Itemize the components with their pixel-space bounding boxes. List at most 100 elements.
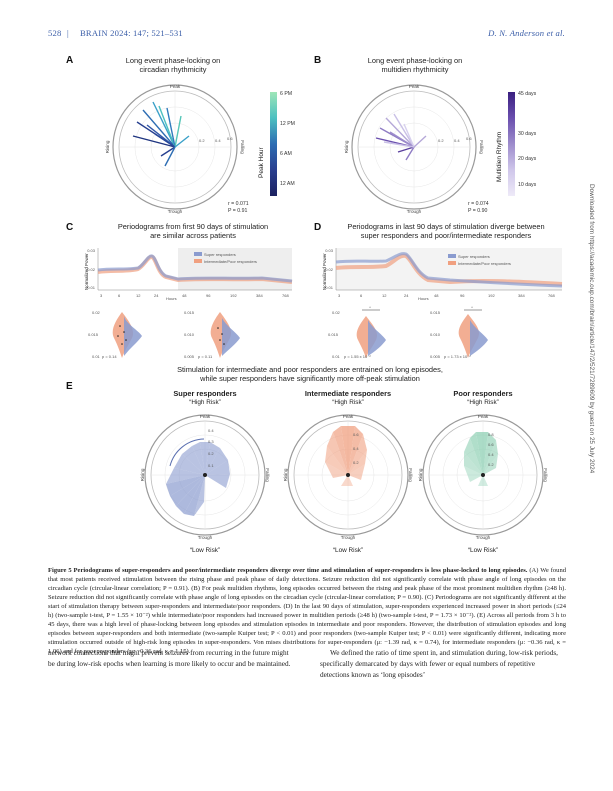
- e-super-trough: Trough: [198, 535, 213, 540]
- d-xtick-6: 96: [460, 293, 465, 298]
- b-trough-label: Trough: [407, 209, 422, 214]
- d-xtick-5: 48: [434, 293, 439, 298]
- d-xlabel: Hours: [418, 296, 429, 301]
- b-rtick-1: 0.2: [438, 138, 444, 143]
- e-poor-tick-4: 0.2: [488, 462, 494, 467]
- e-inter-trough: Trough: [341, 535, 356, 540]
- middle-statement: Stimulation for intermediate and poor re…: [177, 365, 443, 383]
- body-right-column: We defined the ratio of time spent in, a…: [320, 649, 558, 679]
- d-xtick-9: 768: [548, 293, 555, 298]
- c-xtick-8: 384: [256, 293, 263, 298]
- b-cb-tick-3: 20 days: [518, 156, 537, 162]
- d-violin-right-p: p = 1.73 x 10⁻²: [444, 354, 471, 359]
- body-left-column: network connections that might prevent s…: [48, 649, 291, 668]
- panel-b-polar-plot: Peak Trough Rising Falling 0.2 0.4 0.6: [344, 84, 484, 214]
- svg-text:*: *: [471, 306, 473, 310]
- e-poor-low: “Low Risk”: [467, 547, 499, 554]
- d-xtick-2: 6: [360, 293, 363, 298]
- c-vl-ytick-3: 0.01: [92, 354, 101, 359]
- b-falling-label: Falling: [479, 140, 484, 154]
- panel-b-colorbar: [508, 92, 515, 196]
- a-stat-r: r = 0.071: [228, 201, 249, 207]
- caption-title: Figure 5 Periodograms of super-responder…: [48, 567, 528, 574]
- a-stat-p: P = 0.91: [228, 208, 248, 214]
- e-poor-tick-3: 0.4: [488, 452, 494, 457]
- panel-d-title: Periodograms in last 90 days of stimulat…: [347, 222, 545, 240]
- c-xtick-3: 12: [136, 293, 141, 298]
- a-rtick-3: 0.6: [227, 136, 233, 141]
- c-violin-left-p: p = 0.14: [102, 354, 117, 359]
- e-poor-high: “High Risk”: [467, 399, 499, 406]
- panel-c-violins: 0.02 0.015 0.01 0.015 0.010 0.005 p = 0.…: [88, 310, 240, 359]
- a-cb-tick-4: 12 AM: [280, 181, 295, 187]
- caption-body: (A) We found that most patients received…: [48, 567, 566, 656]
- page-number: 528: [48, 28, 62, 38]
- panel-a-title: Long event phase-locking on circadian rhy…: [125, 56, 221, 74]
- b-cb-tick-2: 30 days: [518, 131, 537, 137]
- journal-ref: BRAIN 2024: 147; 521–531: [80, 28, 183, 38]
- c-vl-ytick-2: 0.015: [88, 332, 99, 337]
- e-super-low: “Low Risk”: [189, 547, 221, 554]
- d-vl-ytick-3: 0.01: [332, 354, 341, 359]
- b-rtick-3: 0.6: [466, 136, 472, 141]
- a-colorbar-title: Peak Hour: [258, 147, 265, 178]
- c-violin-right-p: p = 0.11: [198, 354, 213, 359]
- e-super-rose: 0.4 0.3 0.2 0.1 Peak Trough Rising Falli…: [140, 414, 270, 540]
- a-rtick-2: 0.4: [215, 138, 221, 143]
- e-inter-low: “Low Risk”: [332, 547, 364, 554]
- c-xtick-4: 24: [154, 293, 159, 298]
- e-inter-peak: Peak: [343, 414, 354, 419]
- d-legend-super: Super responders: [458, 254, 490, 259]
- panel-c-label: C: [66, 222, 74, 233]
- d-ylabel: Normalized Power: [322, 253, 327, 290]
- e-super-tick-4: 0.1: [208, 463, 214, 468]
- e-super-tick-2: 0.3: [208, 439, 214, 444]
- e-poor-tick-1: 0.8: [488, 432, 494, 437]
- c-xtick-5: 48: [182, 293, 187, 298]
- b-stat-p: P = 0.90: [468, 208, 488, 214]
- a-falling-label: Falling: [240, 140, 245, 154]
- e-super-title: Super responders: [173, 389, 237, 398]
- d-vl-ytick-1: 0.02: [332, 310, 341, 315]
- d-ytick-3: 0.01: [325, 285, 334, 290]
- panel-c-periodogram: 0.03 0.02 0.01 3 6 12 24 Hours 48 96 192…: [87, 248, 293, 301]
- b-cb-tick-1: 45 days: [518, 91, 537, 97]
- a-cb-tick-2: 12 PM: [280, 121, 295, 127]
- e-poor-falling: Falling: [543, 468, 548, 482]
- c-legend-super: Super responders: [204, 252, 236, 257]
- b-cb-tick-4: 10 days: [518, 182, 537, 188]
- c-ytick-2: 0.02: [87, 267, 96, 272]
- d-ytick-2: 0.02: [325, 267, 334, 272]
- e-inter-tick-3: 0.2: [353, 460, 359, 465]
- e-super-high: “High Risk”: [189, 399, 221, 406]
- c-xtick-1: 3: [100, 293, 103, 298]
- panel-d-periodogram: 0.03 0.02 0.01 3 6 12 24 Hours 48 96 192…: [325, 248, 563, 301]
- d-violin-left-p: p = 1.55 x 10⁻²: [344, 354, 371, 359]
- d-xtick-1: 3: [338, 293, 341, 298]
- c-xtick-9: 768: [282, 293, 289, 298]
- panel-a-polar-plot: Peak Trough Rising Falling 0.2 0.4 0.6: [105, 84, 245, 214]
- b-rtick-2: 0.4: [454, 138, 460, 143]
- c-vr-ytick-2: 0.010: [184, 332, 195, 337]
- e-super-falling: Falling: [265, 468, 270, 482]
- a-cb-tick-3: 6 AM: [280, 151, 292, 157]
- figure-caption: Figure 5 Periodograms of super-responder…: [48, 566, 566, 656]
- e-inter-rising: Rising: [283, 468, 288, 481]
- d-xtick-8: 384: [518, 293, 525, 298]
- e-poor-trough: Trough: [476, 535, 491, 540]
- c-xlabel: Hours: [166, 296, 177, 301]
- a-trough-label: Trough: [168, 209, 183, 214]
- panel-e-label: E: [66, 381, 73, 392]
- e-poor-rising: Rising: [418, 468, 423, 481]
- header-sep: |: [67, 28, 69, 38]
- a-peak-label: Peak: [170, 84, 181, 89]
- panel-c-title: Periodograms from first 90 days of stimu…: [117, 222, 269, 240]
- svg-text:*: *: [369, 306, 371, 310]
- panel-b-title: Long event phase-locking on multidien rhy…: [367, 56, 463, 74]
- e-poor-rose: 0.8 0.6 0.4 0.2 Peak Trough Rising Falli…: [418, 414, 548, 540]
- b-colorbar-title: Multidien Rhythm: [496, 131, 503, 182]
- e-poor-title: Poor responders: [453, 389, 513, 398]
- d-xtick-4: 24: [404, 293, 409, 298]
- c-ytick-1: 0.03: [87, 248, 96, 253]
- a-cb-tick-1: 6 PM: [280, 91, 293, 97]
